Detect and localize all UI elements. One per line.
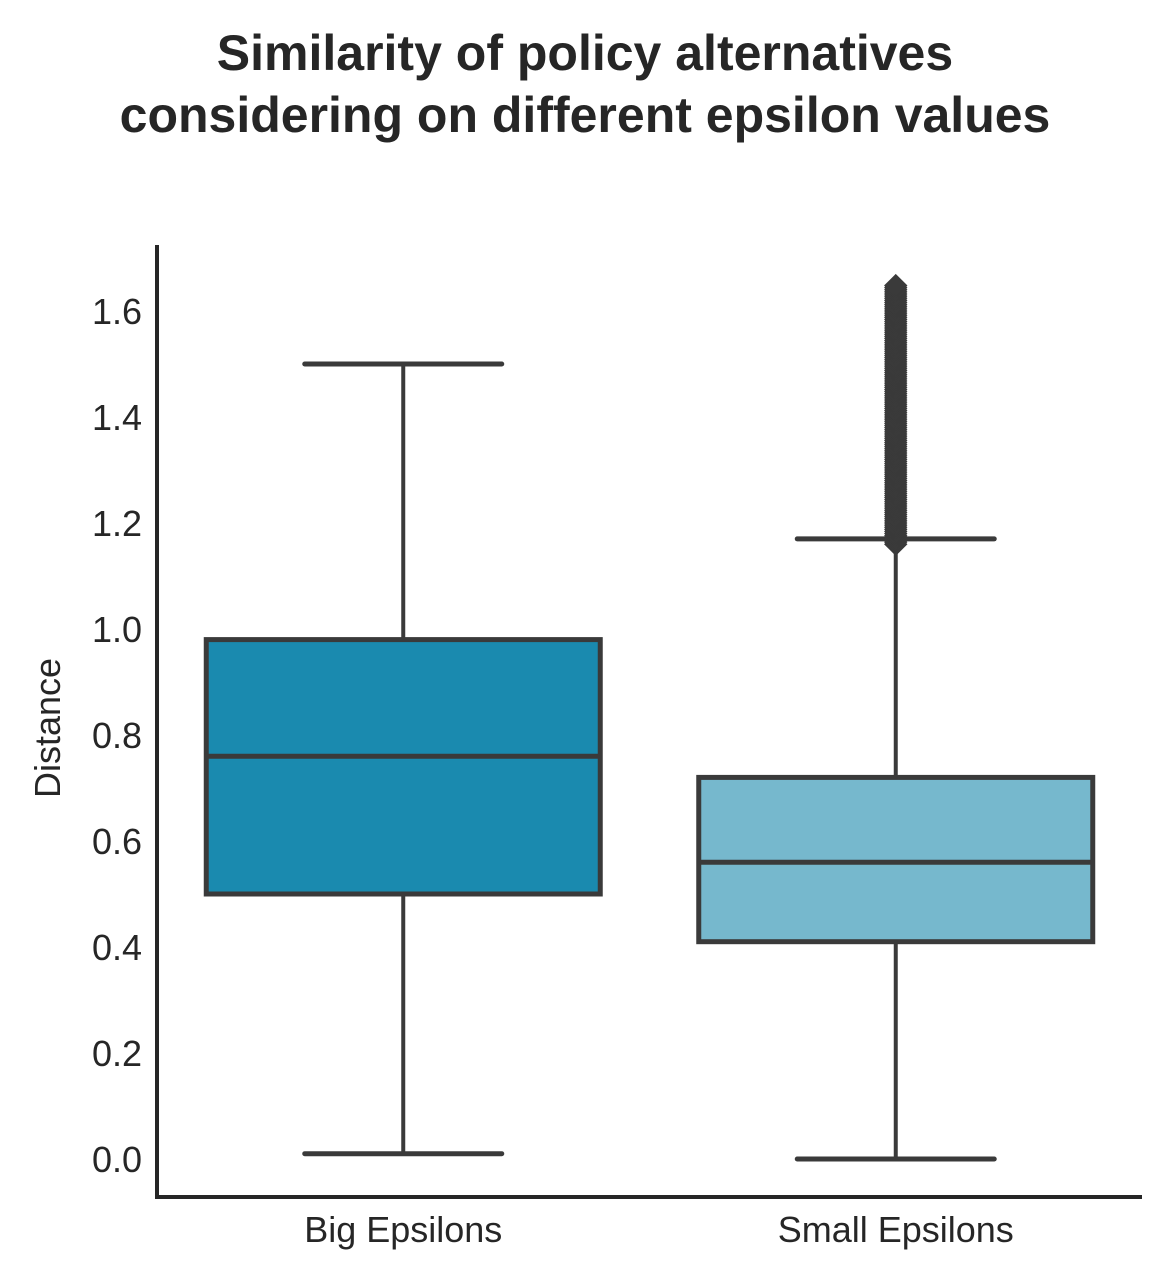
y-tick-label: 0.4 <box>92 927 142 968</box>
box-1 <box>203 361 603 1157</box>
y-tick-label: 0.6 <box>92 821 142 862</box>
x-tick-label: Big Epsilons <box>304 1209 502 1250</box>
x-tick-label: Small Epsilons <box>778 1209 1014 1250</box>
y-tick-label: 1.6 <box>92 291 142 332</box>
boxes <box>203 273 1096 1162</box>
outlier-point <box>884 273 908 298</box>
x-axis-ticks: Big Epsilons Small Epsilons <box>304 1209 1014 1250</box>
y-tick-label: 0.8 <box>92 715 142 756</box>
y-axis-label: Distance <box>27 658 68 798</box>
y-tick-label: 1.4 <box>92 397 142 438</box>
y-tick-label: 0.0 <box>92 1139 142 1180</box>
outliers <box>884 273 908 556</box>
y-axis-ticks: 0.0 0.2 0.4 0.6 0.8 1.0 1.2 1.4 1.6 <box>92 291 142 1180</box>
y-tick-label: 1.2 <box>92 503 142 544</box>
box-2 <box>696 273 1096 1162</box>
chart-title: Similarity of policy alternatives consid… <box>0 22 1170 146</box>
chart-title-line-1: Similarity of policy alternatives <box>216 25 954 81</box>
y-tick-label: 1.0 <box>92 609 142 650</box>
chart-title-line-2: considering on different epsilon values <box>119 87 1051 143</box>
y-tick-label: 0.2 <box>92 1033 142 1074</box>
box-iqr <box>203 637 603 897</box>
box-iqr <box>696 774 1096 945</box>
